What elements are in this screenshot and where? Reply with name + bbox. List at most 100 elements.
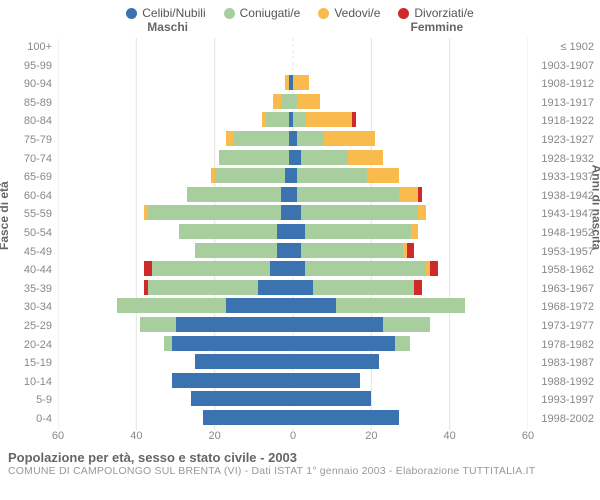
bar-segment <box>117 298 227 313</box>
bar-segment <box>297 131 324 146</box>
bar-segment <box>293 205 301 220</box>
birth-year-label: 1948-1952 <box>541 227 594 239</box>
bar-segment <box>297 187 399 202</box>
chart-title: Popolazione per età, sesso e stato civil… <box>8 450 592 465</box>
age-label: 40-44 <box>0 264 52 276</box>
legend-label: Celibi/Nubili <box>142 6 205 20</box>
legend-item: Coniugati/e <box>224 6 301 20</box>
age-row <box>58 336 528 351</box>
legend-swatch <box>318 8 329 19</box>
legend-item: Vedovi/e <box>318 6 380 20</box>
female-bar <box>293 391 528 406</box>
birth-year-label: 1923-1927 <box>541 134 594 146</box>
header-female: Femmine <box>411 20 464 34</box>
birth-year-label: 1913-1917 <box>541 97 594 109</box>
bar-segment <box>293 354 379 369</box>
male-bar <box>58 410 293 425</box>
bar-segment <box>179 224 277 239</box>
bar-segment <box>277 224 293 239</box>
chart-footer: Popolazione per età, sesso e stato civil… <box>0 446 600 477</box>
bar-segment <box>297 168 368 183</box>
bar-segment <box>407 243 415 258</box>
birth-year-label: 1988-1992 <box>541 376 594 388</box>
age-label: 75-79 <box>0 134 52 146</box>
age-row <box>58 112 528 127</box>
bar-segment <box>203 410 293 425</box>
age-row <box>58 298 528 313</box>
birth-year-label: 1943-1947 <box>541 208 594 220</box>
female-bar <box>293 57 528 72</box>
birth-year-label: 1978-1982 <box>541 339 594 351</box>
bar-segment <box>172 373 293 388</box>
bar-segment <box>293 75 309 90</box>
male-bar <box>58 75 293 90</box>
bar-segment <box>293 224 305 239</box>
age-label: 100+ <box>0 41 52 53</box>
birth-year-label: 1973-1977 <box>541 320 594 332</box>
legend-swatch <box>126 8 137 19</box>
bar-segment <box>352 112 356 127</box>
bar-segment <box>195 354 293 369</box>
female-bar <box>293 280 528 295</box>
male-bar <box>58 373 293 388</box>
legend-label: Vedovi/e <box>334 6 380 20</box>
age-row <box>58 243 528 258</box>
male-bar <box>58 391 293 406</box>
female-bar <box>293 168 528 183</box>
female-bar <box>293 112 528 127</box>
bar-segment <box>234 131 289 146</box>
age-row <box>58 354 528 369</box>
bar-segment <box>418 205 426 220</box>
age-row <box>58 373 528 388</box>
bar-segment <box>324 131 375 146</box>
birth-year-label: 1953-1957 <box>541 246 594 258</box>
bar-segment <box>226 131 234 146</box>
age-label: 45-49 <box>0 246 52 258</box>
bar-segment <box>215 168 286 183</box>
age-row <box>58 168 528 183</box>
male-bar <box>58 187 293 202</box>
birth-year-label: 1968-1972 <box>541 301 594 313</box>
age-label: 90-94 <box>0 78 52 90</box>
age-label: 95-99 <box>0 60 52 72</box>
age-row <box>58 131 528 146</box>
x-tick: 60 <box>522 430 534 442</box>
bar-segment <box>399 187 419 202</box>
x-tick: 40 <box>130 430 142 442</box>
female-bar <box>293 187 528 202</box>
bar-segment <box>414 280 422 295</box>
bar-segment <box>195 243 277 258</box>
legend-label: Divorziati/e <box>414 6 473 20</box>
bar-segment <box>418 187 422 202</box>
female-bar <box>293 150 528 165</box>
bar-segment <box>144 261 152 276</box>
age-row <box>58 391 528 406</box>
bar-segment <box>395 336 411 351</box>
bar-segment <box>411 224 419 239</box>
bar-segment <box>367 168 398 183</box>
female-bar <box>293 75 528 90</box>
age-row <box>58 280 528 295</box>
population-pyramid: Celibi/Nubili Coniugati/e Vedovi/e Divorzia… <box>0 0 600 500</box>
plot-area <box>58 38 528 430</box>
bar-rows <box>58 38 528 430</box>
birth-year-label: 1903-1907 <box>541 60 594 72</box>
male-bar <box>58 280 293 295</box>
age-label: 20-24 <box>0 339 52 351</box>
bar-segment <box>293 112 305 127</box>
x-tick: 60 <box>52 430 64 442</box>
female-bar <box>293 354 528 369</box>
bar-segment <box>383 317 430 332</box>
male-bar <box>58 94 293 109</box>
legend-swatch <box>224 8 235 19</box>
female-bar <box>293 131 528 146</box>
age-row <box>58 150 528 165</box>
bar-segment <box>270 261 294 276</box>
age-label: 80-84 <box>0 115 52 127</box>
bar-segment <box>293 298 336 313</box>
bar-segment <box>277 243 293 258</box>
age-row <box>58 224 528 239</box>
birth-year-label: 1993-1997 <box>541 394 594 406</box>
bar-segment <box>293 391 371 406</box>
male-bar <box>58 57 293 72</box>
